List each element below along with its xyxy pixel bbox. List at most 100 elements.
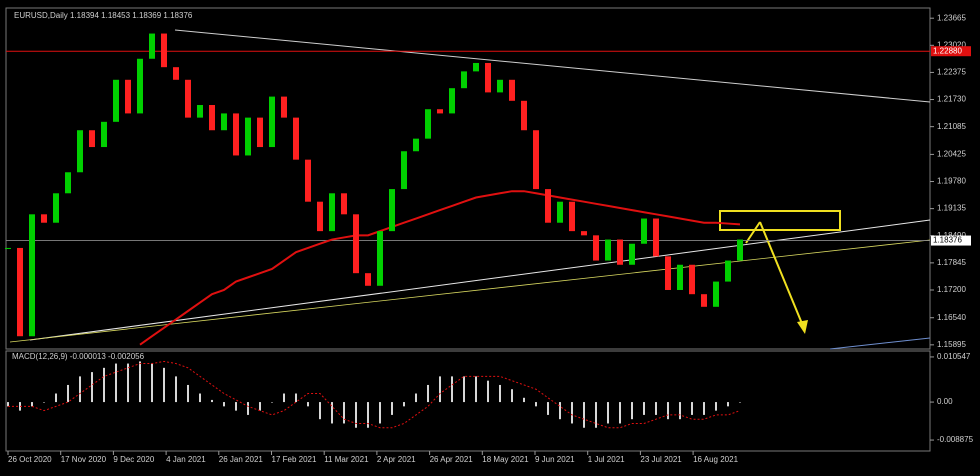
candle xyxy=(605,239,611,261)
x-tick-label: 9 Jun 2021 xyxy=(535,455,575,464)
macd-bar xyxy=(103,367,105,403)
x-tick-label: 26 Oct 2020 xyxy=(8,455,52,464)
candle xyxy=(317,201,323,232)
candle xyxy=(89,130,95,148)
y-tick-label: 1.23665 xyxy=(937,13,966,22)
candle xyxy=(401,151,407,190)
moving-average xyxy=(139,190,741,346)
macd-bar xyxy=(319,402,321,420)
candle xyxy=(77,130,83,173)
candle xyxy=(737,239,743,261)
candle xyxy=(209,105,215,131)
candle xyxy=(41,214,47,223)
macd-bar xyxy=(367,402,369,428)
macd-bar xyxy=(223,402,225,407)
macd-bar xyxy=(547,402,549,415)
x-tick-label: 18 May 2021 xyxy=(482,455,529,464)
candle xyxy=(497,79,503,93)
macd-bar xyxy=(283,393,285,403)
candle xyxy=(341,193,347,215)
level-label-box xyxy=(931,46,971,57)
y-tick-label: 1.19780 xyxy=(937,177,966,186)
macd-bar xyxy=(271,402,273,403)
candle xyxy=(149,33,155,59)
macd-bar xyxy=(607,402,609,424)
macd-bar xyxy=(415,393,417,403)
candle xyxy=(629,243,635,265)
macd-bar xyxy=(295,393,297,403)
x-tick-label: 17 Feb 2021 xyxy=(272,455,317,464)
macd-bar xyxy=(55,393,57,403)
candle xyxy=(281,96,287,118)
macd-bar xyxy=(151,363,153,403)
candle xyxy=(581,231,587,236)
macd-bar xyxy=(139,361,141,403)
candle xyxy=(377,231,383,286)
main-panel xyxy=(5,7,931,350)
macd-bar xyxy=(487,380,489,403)
macd-bar xyxy=(715,402,717,411)
macd-bar xyxy=(667,402,669,420)
x-tick-label: 17 Nov 2020 xyxy=(61,455,107,464)
candle xyxy=(617,239,623,265)
macd-bar xyxy=(559,402,561,420)
macd-bar xyxy=(307,402,309,407)
candle xyxy=(113,79,119,122)
macd-bar xyxy=(331,402,333,424)
y-tick-label: -0.008875 xyxy=(937,435,974,444)
candle xyxy=(53,193,59,223)
y-tick-label: 1.17200 xyxy=(937,285,966,294)
trendline xyxy=(29,219,931,341)
macd-bar xyxy=(163,367,165,403)
candle xyxy=(521,100,527,131)
candle xyxy=(221,113,227,131)
trendline xyxy=(9,239,931,343)
macd-signal xyxy=(8,360,741,429)
arrow xyxy=(745,221,761,244)
x-tick-label: 2 Apr 2021 xyxy=(377,455,416,464)
macd-bar xyxy=(703,402,705,415)
macd-bar xyxy=(91,372,93,403)
chart-title: EURUSD,Daily 1.18394 1.18453 1.18369 1.1… xyxy=(14,11,193,20)
candle xyxy=(353,214,359,274)
candle xyxy=(161,33,167,68)
price-label-box xyxy=(931,235,971,246)
price-label: 1.18376 xyxy=(933,236,962,245)
candle xyxy=(257,117,263,148)
y-tick-label: 0.00 xyxy=(937,397,953,406)
macd-bar xyxy=(727,402,729,407)
candle xyxy=(329,193,335,232)
candle xyxy=(437,109,443,114)
macd-bar xyxy=(511,389,513,403)
macd-bar xyxy=(739,402,741,403)
y-tick-label: 1.22375 xyxy=(937,68,966,77)
macd-bar xyxy=(379,402,381,424)
trendline xyxy=(829,337,931,350)
macd-bar xyxy=(211,399,213,403)
macd-bar xyxy=(583,402,585,428)
macd-bar xyxy=(67,384,69,403)
macd-bar xyxy=(619,402,621,424)
macd-bar xyxy=(187,384,189,403)
y-tick-label: 1.21730 xyxy=(937,95,966,104)
highlight-box xyxy=(719,210,841,231)
candle xyxy=(29,214,35,337)
arrow-head xyxy=(797,320,808,334)
candle xyxy=(701,294,707,307)
trendline xyxy=(174,29,931,103)
macd-bar xyxy=(427,384,429,403)
y-tick-label: 1.21085 xyxy=(937,122,966,131)
macd-bar xyxy=(343,402,345,424)
candle xyxy=(389,189,395,232)
candle xyxy=(653,218,659,257)
candle xyxy=(533,130,539,190)
candle xyxy=(461,71,467,89)
x-tick-label: 16 Aug 2021 xyxy=(693,455,738,464)
macd-bar xyxy=(535,402,537,407)
macd-bar xyxy=(523,397,525,403)
candle xyxy=(425,109,431,139)
candle xyxy=(449,88,455,114)
candle xyxy=(233,113,239,156)
candle xyxy=(125,79,131,114)
macd-bar xyxy=(7,402,9,407)
